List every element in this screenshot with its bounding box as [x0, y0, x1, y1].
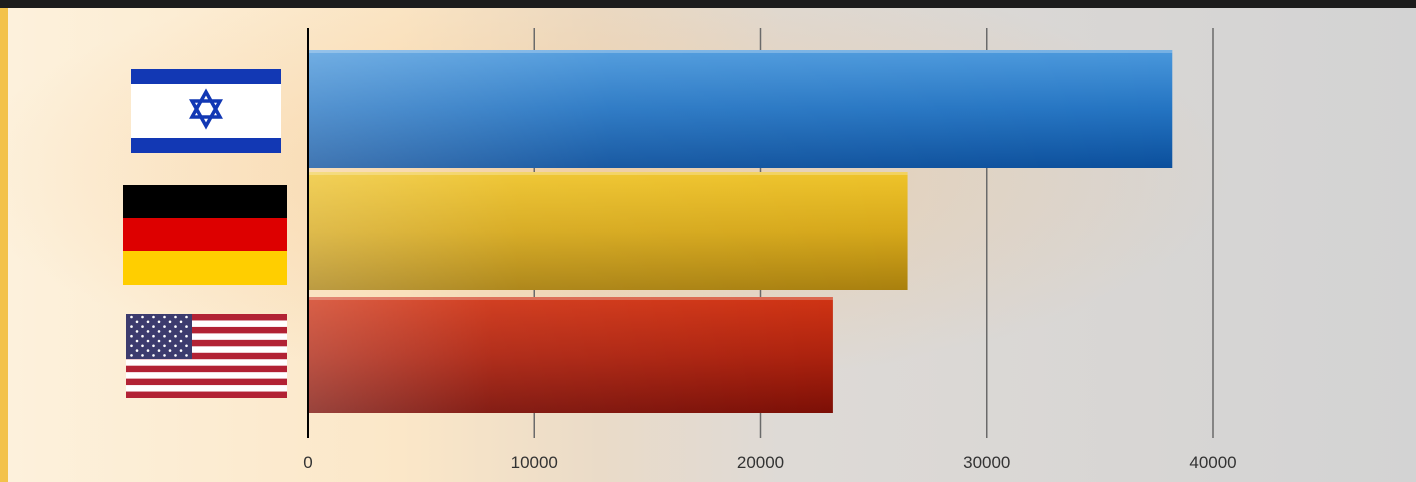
bar-highlight [308, 50, 1173, 53]
bar-united-states [308, 297, 833, 413]
us-flag-icon [126, 314, 287, 398]
x-tick-label-40000: 40000 [1189, 453, 1236, 472]
bar-shine [308, 172, 908, 290]
israel-flag-icon [131, 69, 281, 153]
bar-shine [308, 297, 833, 413]
x-tick-label-10000: 10000 [511, 453, 558, 472]
left-accent-strip [0, 8, 8, 482]
x-tick-label-20000: 20000 [737, 453, 784, 472]
bar-germany [308, 172, 908, 290]
germany-flag-icon [123, 185, 287, 285]
bar-highlight [308, 172, 908, 175]
bar-shine [308, 50, 1173, 168]
bar-highlight [308, 297, 833, 300]
bars [308, 50, 1173, 413]
x-tick-labels: 0 10000 20000 30000 40000 [303, 453, 1236, 472]
bar-israel [308, 50, 1173, 168]
x-tick-label-0: 0 [303, 453, 312, 472]
x-tick-label-30000: 30000 [963, 453, 1010, 472]
